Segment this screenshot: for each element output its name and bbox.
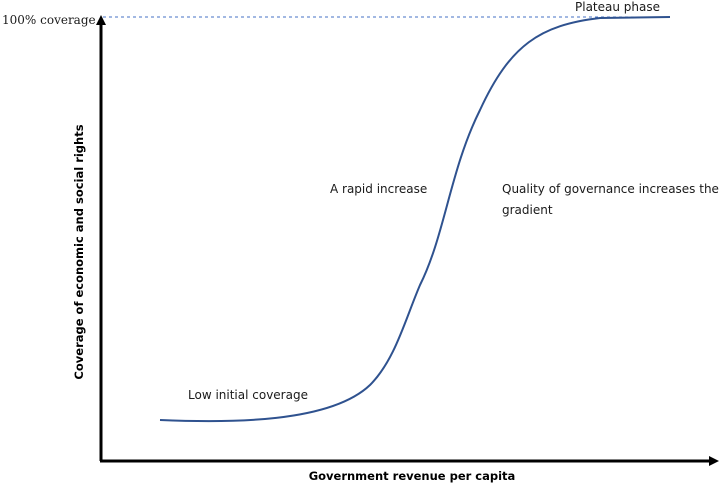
governance-label-line2: gradient — [502, 203, 553, 217]
full-coverage-label: 100% coverage — [2, 13, 96, 27]
y-axis-title: Coverage of economic and social rights — [72, 124, 86, 379]
plateau-phase-label: Plateau phase — [575, 0, 660, 14]
rapid-increase-label: A rapid increase — [330, 182, 427, 196]
coverage-s-curve — [159, 16, 671, 423]
low-initial-coverage-label: Low initial coverage — [188, 388, 308, 402]
x-axis-title: Government revenue per capita — [309, 469, 516, 483]
governance-label-line1: Quality of governance increases the — [502, 182, 719, 196]
